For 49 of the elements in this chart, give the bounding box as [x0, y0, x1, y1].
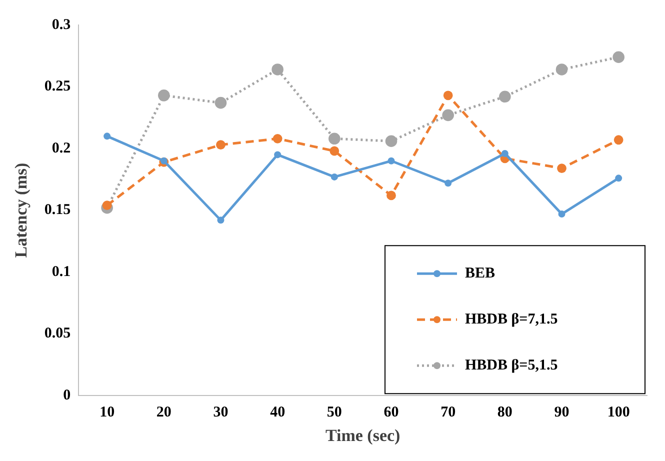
y-tick-label: 0.25	[44, 78, 71, 95]
point	[556, 64, 568, 76]
point	[442, 109, 454, 122]
point	[102, 200, 112, 210]
x-tick-label: 30	[213, 404, 228, 420]
point	[386, 190, 396, 200]
point	[388, 157, 395, 164]
point	[558, 210, 566, 218]
y-tick-label: 0.1	[52, 264, 71, 280]
legend-label: HBDB β=5,1.5	[465, 357, 558, 374]
x-tick-label: 100	[607, 404, 630, 420]
y-tick-label: 0.2	[52, 140, 71, 156]
y-axis-title: Latency (ms)	[12, 162, 31, 258]
point	[385, 135, 398, 148]
x-tick-label: 60	[384, 404, 399, 420]
legend-label: BEB	[465, 265, 496, 282]
y-tick-label: 0.05	[44, 326, 71, 342]
x-tick-label: 50	[326, 404, 342, 420]
point	[160, 157, 168, 164]
point	[499, 90, 511, 103]
point	[612, 51, 624, 64]
x-tick-label: 80	[497, 404, 512, 420]
point	[615, 174, 622, 182]
point	[104, 132, 111, 140]
point	[328, 132, 340, 145]
point	[614, 135, 624, 145]
point	[274, 151, 282, 158]
point	[216, 140, 226, 150]
y-tick-label: 0.3	[52, 16, 71, 33]
x-tick-label: 10	[100, 404, 115, 420]
x-axis-title: Time (sec)	[325, 426, 400, 446]
point	[214, 96, 227, 109]
point	[330, 173, 338, 180]
point	[158, 90, 170, 102]
x-tick-label: 70	[440, 404, 456, 420]
x-tick-label: 90	[554, 404, 570, 420]
x-tick-label: 40	[270, 404, 286, 420]
point	[217, 216, 224, 224]
legend-label: HBDB β=7,1.5	[465, 311, 558, 328]
point	[443, 90, 453, 100]
y-tick-label: 0.15	[44, 202, 71, 218]
point	[444, 180, 452, 187]
point	[557, 164, 566, 173]
y-tick-label: 0	[63, 387, 71, 404]
point	[330, 146, 340, 156]
point	[272, 134, 282, 144]
point	[272, 64, 284, 76]
x-tick-label: 20	[156, 404, 172, 420]
point	[501, 150, 508, 157]
